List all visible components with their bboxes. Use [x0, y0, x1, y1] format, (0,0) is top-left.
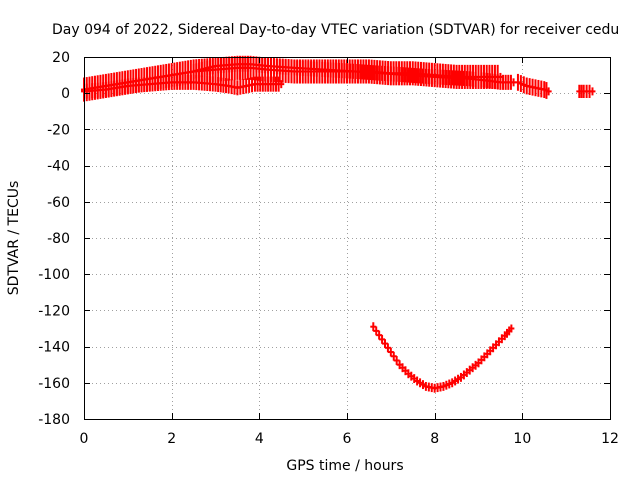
series-lower-arc — [370, 322, 515, 393]
label-layer: 0 2 4 6 8 10 12 20 0 -20 -40 -60 -80 -100 -120 -140 -160… — [38, 50, 619, 447]
x-tick-label: 2 — [167, 431, 176, 447]
series-tail-10h — [514, 73, 552, 99]
y-tick-label: -40 — [47, 159, 70, 175]
y-tick-label: -160 — [38, 376, 70, 392]
series-tail-11h — [576, 84, 596, 99]
y-tick-label: -140 — [38, 340, 70, 356]
y-tick-label: -120 — [38, 303, 70, 319]
grid-layer — [84, 57, 610, 419]
x-tick-label: 8 — [430, 431, 439, 447]
y-tick-label: -20 — [47, 122, 70, 138]
data-layer — [81, 55, 596, 393]
y-tick-label: 20 — [52, 50, 70, 66]
y-tick-label: -60 — [47, 195, 70, 211]
y-tick-label: -80 — [47, 231, 70, 247]
y-tick-label: 0 — [61, 86, 70, 102]
x-tick-label: 0 — [80, 431, 89, 447]
series-upper-band-c — [190, 56, 517, 90]
series-upper-band-b — [81, 74, 285, 99]
x-tick-label: 6 — [343, 431, 352, 447]
x-tick-label: 4 — [255, 431, 264, 447]
y-tick-label: -100 — [38, 267, 70, 283]
tick-layer — [84, 57, 611, 420]
chart-title: Day 094 of 2022, Sidereal Day-to-day VTE… — [52, 22, 619, 38]
y-axis-title: SDTVAR / TECUs — [6, 181, 22, 296]
x-tick-label: 12 — [601, 431, 619, 447]
x-tick-label: 10 — [513, 431, 531, 447]
y-tick-label: -180 — [38, 412, 70, 428]
x-axis-title: GPS time / hours — [286, 458, 403, 474]
